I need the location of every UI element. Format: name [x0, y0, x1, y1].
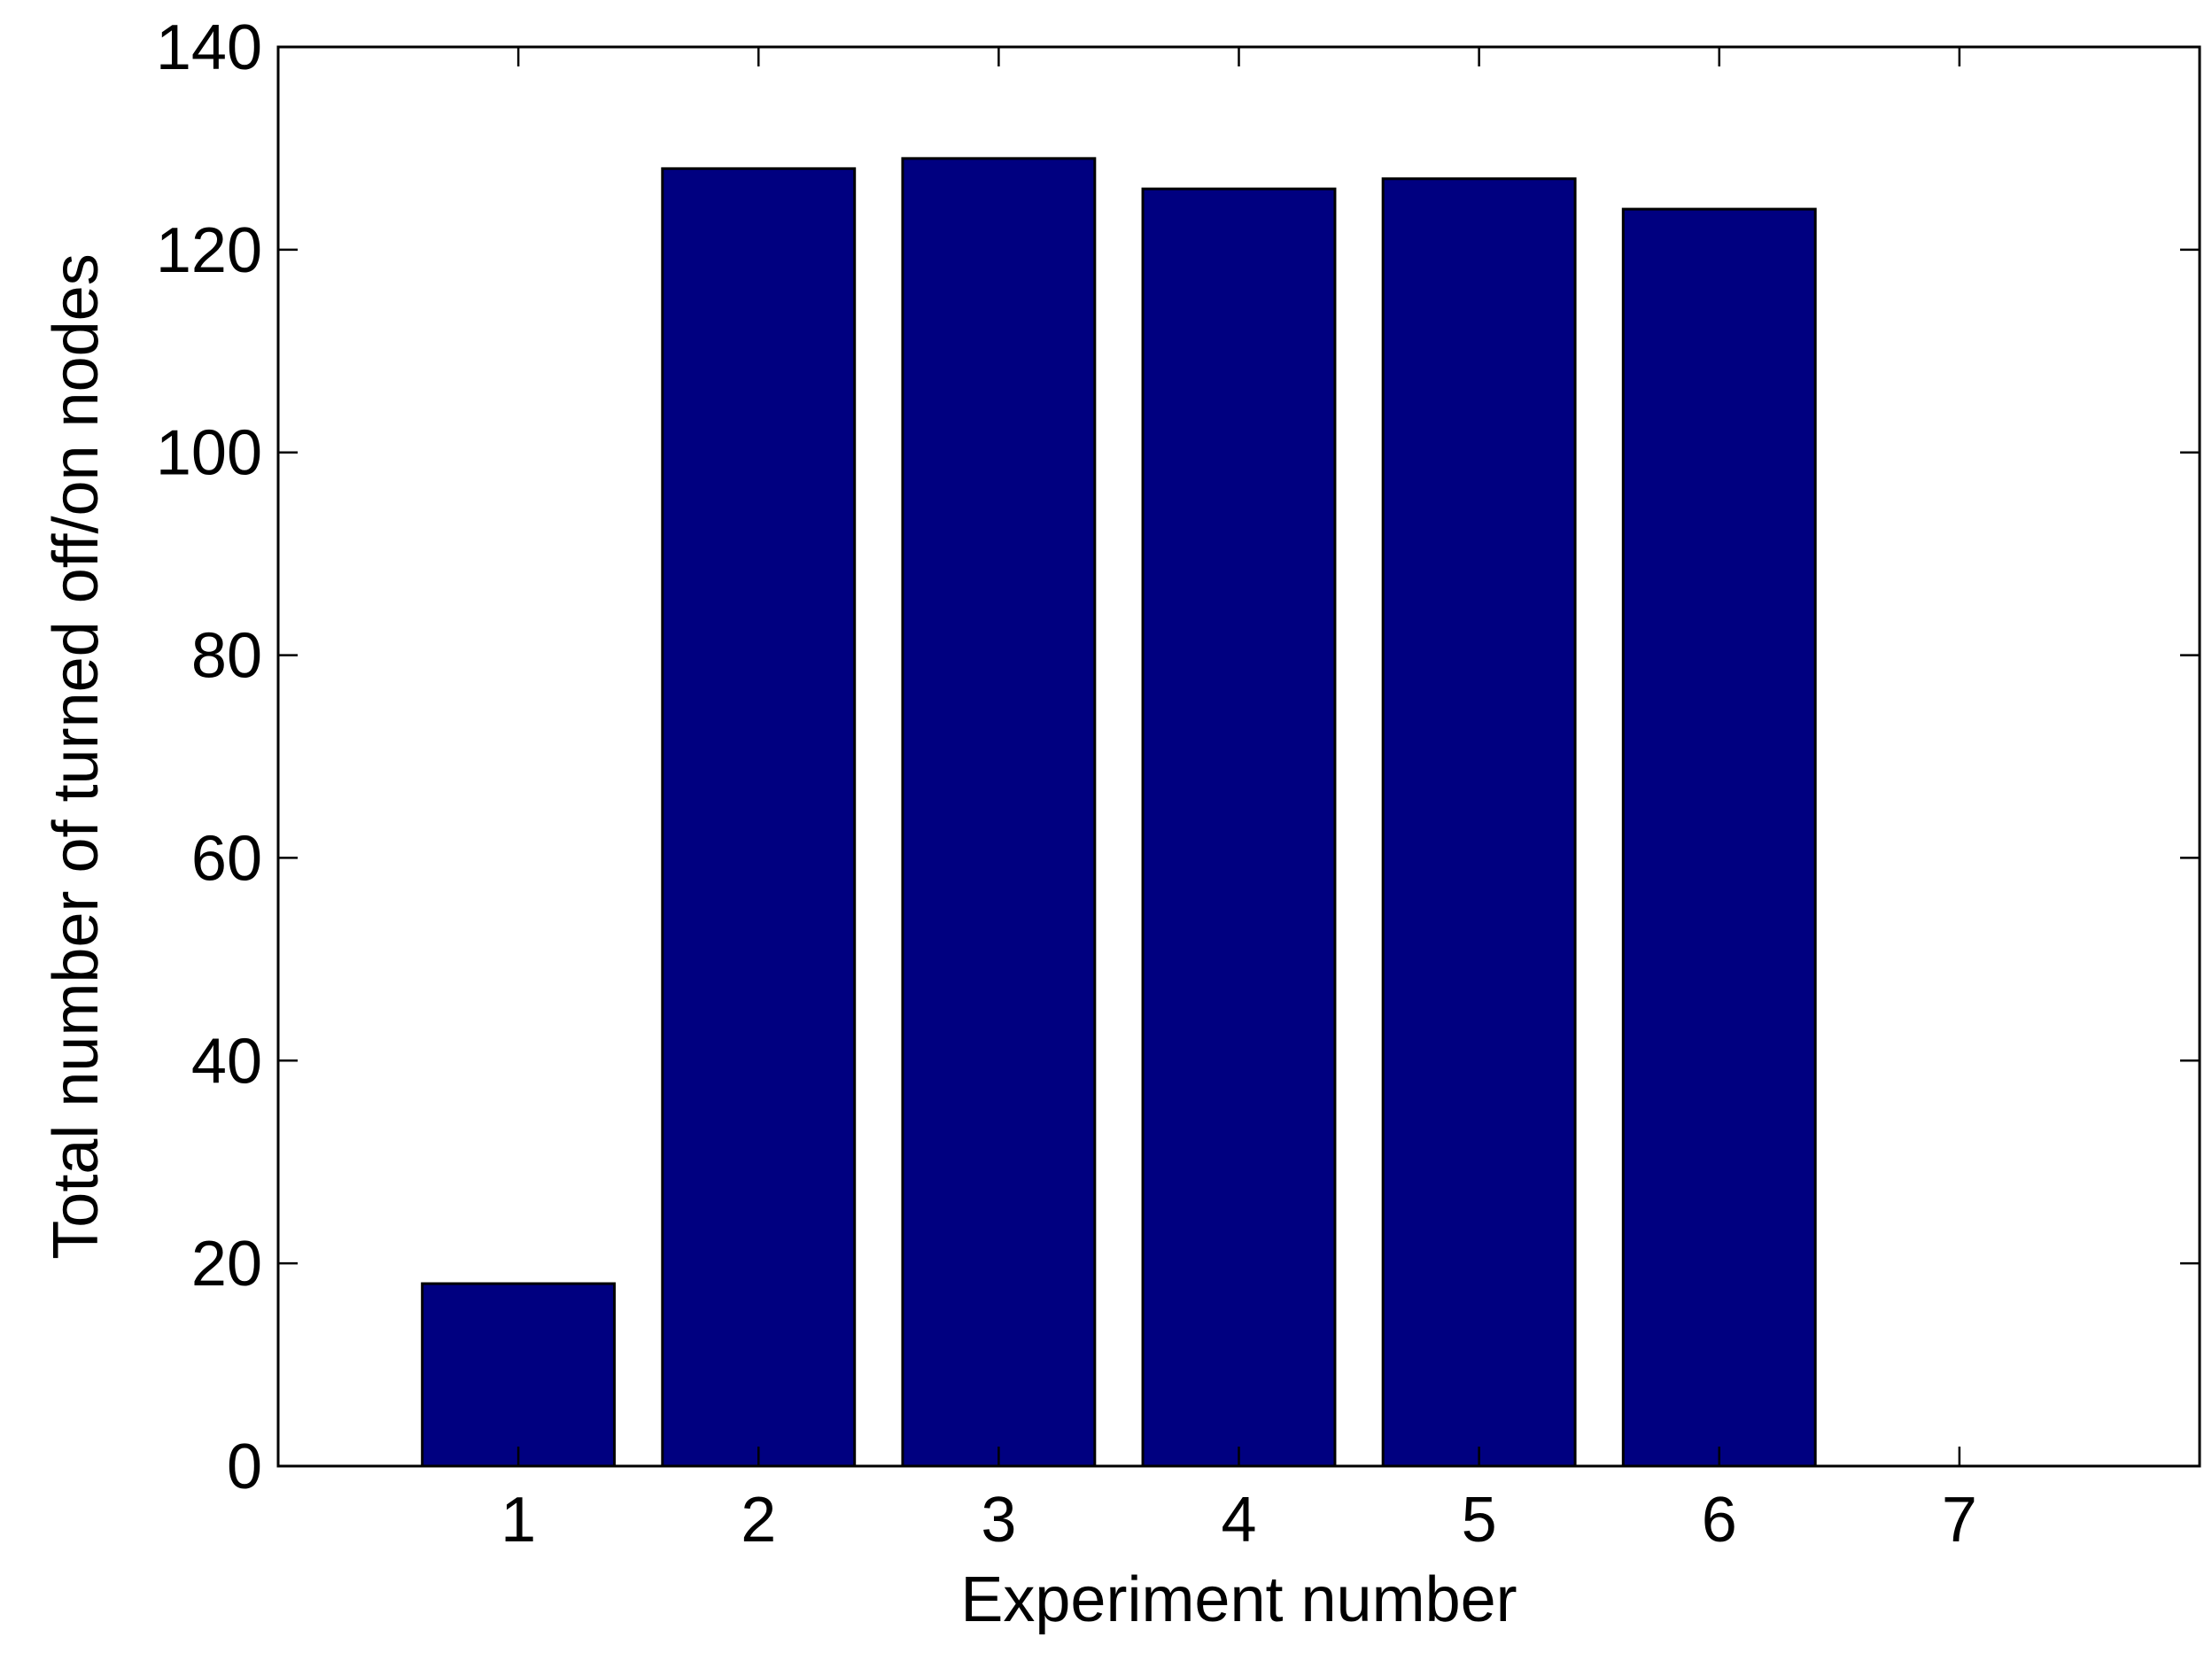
bar-experiment-3	[901, 157, 1097, 1468]
bar-experiment-5	[1381, 177, 1577, 1468]
bar-experiment-4	[1141, 187, 1337, 1468]
bars-layer	[421, 157, 1817, 1468]
y-tick-label: 20	[191, 1229, 262, 1300]
y-tick-label: 40	[191, 1026, 262, 1097]
y-tick-label: 80	[191, 621, 262, 692]
bar-experiment-6	[1621, 207, 1817, 1468]
bar-experiment-1	[421, 1282, 617, 1468]
tick-labels-layer: 0 20 40 60 80 100 120 140 1 2 3 4 5 6 7	[156, 12, 1977, 1556]
x-tick-label: 5	[1462, 1485, 1497, 1556]
x-tick-label: 3	[981, 1485, 1016, 1556]
y-tick-label: 60	[191, 823, 262, 894]
y-tick-label: 100	[156, 418, 262, 489]
x-tick-label: 1	[501, 1485, 536, 1556]
x-tick-label: 7	[1942, 1485, 1977, 1556]
y-axis-label: Total number of turned off/on nodes	[41, 253, 112, 1259]
y-tick-label: 0	[227, 1432, 262, 1502]
x-tick-label: 2	[741, 1485, 776, 1556]
y-tick-label: 140	[156, 12, 262, 83]
y-tick-label: 120	[156, 215, 262, 286]
x-tick-label: 4	[1221, 1485, 1256, 1556]
x-axis-label: Experiment number	[960, 1564, 1517, 1635]
axes-frame	[276, 45, 2201, 1468]
bar-experiment-2	[661, 167, 857, 1468]
x-tick-label: 6	[1702, 1485, 1737, 1556]
